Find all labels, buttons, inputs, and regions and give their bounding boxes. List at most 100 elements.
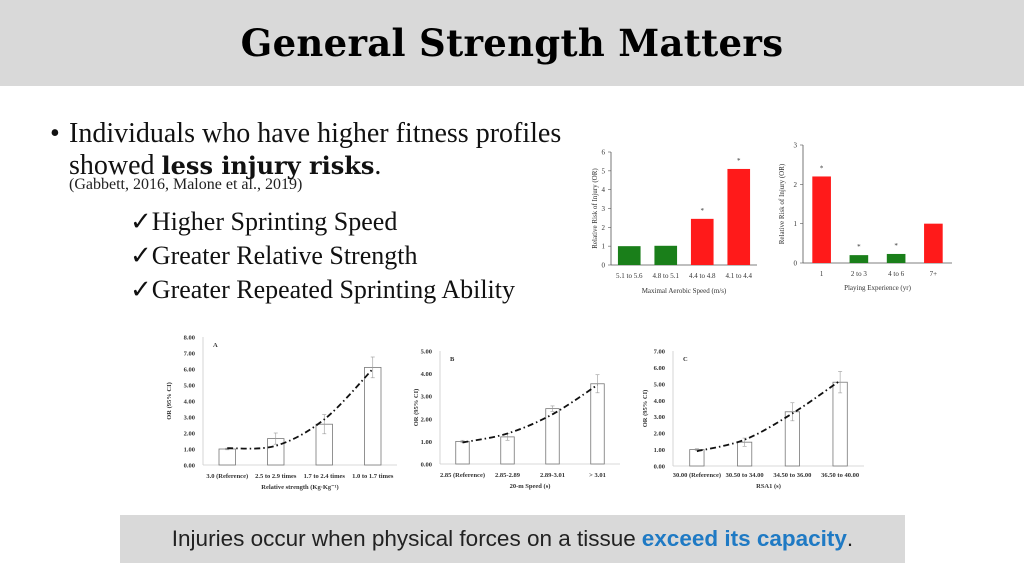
chart-rsa: 0.00 1.00 2.00 3.00 4.00 5.00 6.00 7.00 30.00 (R… <box>642 349 864 490</box>
y-tick-label: 7.00 <box>654 349 665 356</box>
bar <box>590 383 605 465</box>
takeaway-banner: Injuries occur when physical forces on a… <box>120 515 905 563</box>
y-tick-label: 1 <box>794 220 798 228</box>
banner-end: . <box>846 526 854 551</box>
y-tick-label: 2.00 <box>421 416 432 423</box>
x-axis-title: Playing Experience (yr) <box>844 284 912 292</box>
bar <box>924 223 943 263</box>
panel-label: B <box>450 356 455 363</box>
y-axis-title: Relative Risk of Injury (OR) <box>591 168 599 249</box>
y-tick-label: 7.00 <box>184 351 195 358</box>
x-tick-label: 4.4 to 4.8 <box>689 272 716 280</box>
y-tick-label: 2 <box>602 224 606 232</box>
x-tick-label: 7+ <box>930 270 938 278</box>
y-tick-label: 4.00 <box>654 398 665 405</box>
x-tick-label: 30.00 (Reference) <box>673 472 721 479</box>
y-tick-label: 4.00 <box>184 399 195 406</box>
x-tick-label: 4.1 to 4.4 <box>726 272 753 280</box>
y-tick-label: 2 <box>794 181 798 189</box>
banner-text: Injuries occur when physical forces on a… <box>171 526 636 551</box>
y-tick-label: 0.00 <box>421 462 432 469</box>
y-tick-label: 4 <box>602 186 606 194</box>
y-tick-label: 3 <box>602 205 606 213</box>
check-item: ✓Greater Repeated Sprinting Ability <box>130 273 515 307</box>
y-tick-label: 6.00 <box>654 365 665 372</box>
y-tick-label: 5 <box>602 167 606 175</box>
x-tick-label: 1.7 to 2.4 times <box>304 473 346 480</box>
y-tick-label: 2.00 <box>184 431 195 438</box>
check-icon: ✓ <box>130 241 152 270</box>
significance-star: * <box>701 207 705 215</box>
bar <box>832 381 848 467</box>
citation: (Gabbett, 2016, Malone et al., 2019) <box>69 176 303 193</box>
x-tick-label: 1 <box>820 270 824 278</box>
x-tick-label: 4.8 to 5.1 <box>653 272 680 280</box>
check-label: Higher Sprinting Speed <box>151 207 398 236</box>
y-axis-title: Relative Risk of Injury (OR) <box>778 163 786 244</box>
y-tick-label: 1 <box>602 243 606 251</box>
y-tick-label: 3.00 <box>654 414 665 421</box>
check-list: ✓Higher Sprinting Speed ✓Greater Relativ… <box>130 205 515 307</box>
trend-line <box>696 379 841 453</box>
chart-speed: 0.00 1.00 2.00 3.00 4.00 5.00 2.85 (Reference)… <box>413 349 620 490</box>
check-label: Greater Repeated Sprinting Ability <box>151 275 515 304</box>
bar <box>364 366 382 466</box>
y-tick-label: 0 <box>794 260 798 268</box>
panel-label: A <box>213 342 218 349</box>
check-label: Greater Relative Strength <box>151 241 418 270</box>
bar <box>218 448 236 466</box>
x-tick-label: 2.5 to 2.9 times <box>255 473 297 480</box>
trend-line <box>227 368 374 450</box>
y-axis-title: OR (95% CI) <box>642 390 649 428</box>
significance-star: * <box>737 157 741 165</box>
slide-title: General Strength Matters <box>240 21 784 65</box>
bar <box>689 449 705 467</box>
bar <box>812 176 831 263</box>
check-item: ✓Greater Relative Strength <box>130 239 515 273</box>
x-tick-label: 5.1 to 5.6 <box>616 272 643 280</box>
bar <box>500 436 515 465</box>
y-tick-label: 3 <box>794 142 798 150</box>
check-icon: ✓ <box>130 207 152 236</box>
y-tick-label: 6 <box>602 149 606 157</box>
bar <box>545 408 560 465</box>
y-tick-label: 6.00 <box>184 367 195 374</box>
y-tick-label: 5.00 <box>421 349 432 356</box>
bullet-end: . <box>374 150 382 181</box>
main-bullet: • Individuals who have higher fitness pr… <box>50 118 570 182</box>
x-axis-title: RSA1 (s) <box>756 483 781 490</box>
y-tick-label: 0.00 <box>184 463 195 470</box>
bar <box>690 218 714 265</box>
x-axis-title: 20-m Speed (s) <box>510 483 551 490</box>
panel-label: C <box>683 356 688 363</box>
y-tick-label: 5.00 <box>654 381 665 388</box>
x-tick-label: 2.85 (Reference) <box>440 472 485 479</box>
y-axis-title: OR (95% CI) <box>166 382 173 420</box>
x-tick-label: 2.89-3.01 <box>540 472 565 479</box>
check-item: ✓Higher Sprinting Speed <box>130 205 515 239</box>
significance-star: * <box>820 164 824 172</box>
bullet-bold-text: less injury risks <box>161 151 375 180</box>
significance-star: * <box>894 242 898 250</box>
check-icon: ✓ <box>130 275 152 304</box>
banner-highlight: exceed its capacity <box>641 526 847 551</box>
chart-background <box>773 137 960 296</box>
x-tick-label: 3.0 (Reference) <box>206 473 248 480</box>
bar <box>455 440 470 465</box>
chart-strength: 0.00 1.00 2.00 3.00 4.00 5.00 6.00 7.00 8.00 3.0 … <box>166 335 397 491</box>
x-axis-title: Relative strength (Kg·Kg⁻¹) <box>261 484 338 491</box>
y-tick-label: 5.00 <box>184 383 195 390</box>
y-tick-label: 1.00 <box>654 447 665 454</box>
bullet-text: Individuals who have higher fitness prof… <box>69 118 562 181</box>
x-tick-label: 2.85-2.89 <box>495 472 521 479</box>
y-tick-label: 2.00 <box>654 431 665 438</box>
y-tick-label: 3.00 <box>184 415 195 422</box>
title-bar: General Strength Matters <box>0 0 1024 86</box>
chart-aerobic: 0 1 2 3 4 5 6 5.1 to 5.6 4.8 to 5.1 * 4.4 to 4.8 * 4… <box>581 144 765 299</box>
bar <box>886 253 906 263</box>
bullet-dot-icon: • <box>50 118 60 149</box>
x-tick-label: 34.50 to 36.00 <box>773 472 811 479</box>
chart-experience: 0 1 2 3 * 1 * 2 to 3 * 4 to 6 7+ Playing Experience… <box>773 137 960 296</box>
x-tick-label: 2 to 3 <box>851 270 867 278</box>
